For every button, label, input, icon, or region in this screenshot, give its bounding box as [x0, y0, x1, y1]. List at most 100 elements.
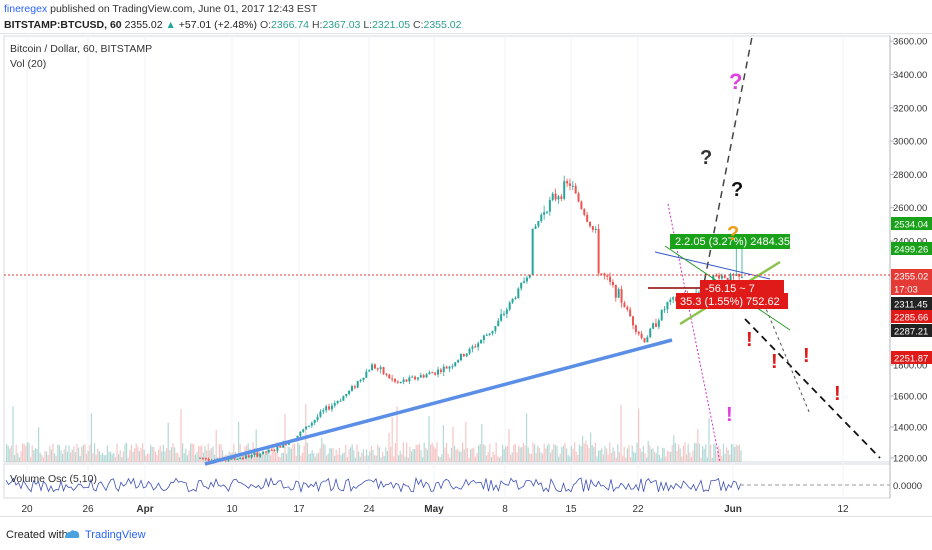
tradingview-link[interactable]: TradingView [85, 529, 146, 541]
candle-body [488, 333, 491, 335]
candle-body [282, 442, 285, 448]
chart-header: fineregex published on TradingView.com, … [0, 0, 932, 34]
volume-bar [52, 443, 54, 462]
volume-bar [294, 443, 296, 462]
volume-bar [641, 451, 643, 462]
candle-body [356, 381, 359, 388]
candle-body [459, 353, 462, 361]
volume-bar [58, 445, 60, 462]
volume-bar [673, 435, 675, 462]
volume-bar [212, 446, 214, 462]
volume-bar [558, 456, 560, 462]
candle-body [270, 449, 273, 451]
candle-body [396, 381, 399, 383]
volume-bar [633, 451, 635, 462]
volume-bar [457, 448, 459, 462]
volume-bar [614, 451, 616, 462]
exclamation-mark-magenta: ! [726, 404, 733, 426]
price-label-box [891, 242, 932, 255]
volume-bar [79, 456, 81, 462]
volume-bar [369, 451, 371, 462]
volume-bar [450, 447, 452, 462]
volume-bar [116, 443, 118, 462]
volume-bar [308, 454, 310, 462]
volume-bar [130, 444, 132, 462]
bull-dashed-line[interactable] [699, 36, 753, 305]
volume-bar [487, 451, 489, 462]
volume-bar [439, 457, 441, 462]
volume-bar [49, 445, 51, 462]
volume-bar [489, 443, 491, 462]
volume-bar [161, 451, 163, 462]
author-link[interactable]: fineregex [4, 3, 48, 15]
candle-body [531, 228, 534, 275]
candle-body [617, 289, 620, 298]
tradingview-logo-icon [65, 530, 80, 538]
candle-body [434, 372, 437, 375]
volume-bar [570, 445, 572, 462]
volume-bar [622, 455, 624, 462]
volume-bar [607, 454, 609, 462]
volume-bar [398, 455, 400, 462]
volume-bar [194, 454, 196, 462]
volume-bar [89, 444, 91, 462]
volume-bar [287, 446, 289, 462]
volume-bar [462, 442, 464, 462]
volume-bar [102, 452, 104, 462]
volume-bar [585, 440, 587, 462]
volume-bar [41, 454, 43, 462]
trend-line[interactable] [204, 338, 673, 466]
candle-body [634, 325, 637, 332]
candle-body [307, 425, 310, 427]
candle-body [233, 457, 236, 459]
volume-bar [649, 445, 651, 462]
short-position-box-top[interactable] [700, 280, 784, 296]
volume-bar [295, 455, 297, 462]
chart-area[interactable]: 2.2.05 (3.27%) 2484.35 -56.15 ~ 7 35.3 (… [0, 3, 932, 516]
candle-body [720, 275, 723, 279]
short-position-box-bottom[interactable] [676, 293, 788, 309]
candle-body [267, 449, 270, 453]
price-chart[interactable]: 2.2.05 (3.27%) 2484.35 -56.15 ~ 7 35.3 (… [0, 3, 932, 516]
price-label: 17:03 [894, 285, 918, 296]
volume-bar [465, 422, 467, 462]
volume-bar [734, 446, 736, 462]
volume-bar [668, 451, 670, 462]
volume-bar [554, 445, 556, 462]
candle-body [471, 346, 474, 349]
volume-bar [566, 448, 568, 462]
bear-dashed-line[interactable] [744, 318, 881, 459]
candle-body [302, 429, 305, 432]
volume-bar [567, 455, 569, 462]
volume-bar [356, 444, 358, 462]
volume-bar [604, 446, 606, 462]
high-label: H: [311, 19, 323, 31]
volume-bar [479, 444, 481, 462]
volume-bar [628, 445, 630, 462]
price-label-box [891, 269, 932, 282]
volume-bar [188, 450, 190, 462]
x-tick-label: Jun [724, 504, 742, 515]
volume-bar [279, 457, 281, 462]
published-text: published on TradingView.com, June 01, 2… [47, 3, 318, 15]
long-position-box[interactable] [670, 234, 790, 249]
volume-bar [164, 451, 166, 462]
volume-bar [182, 443, 184, 462]
volume-bar [700, 457, 702, 462]
volume-bar [95, 454, 97, 462]
volume-bar [190, 443, 192, 462]
volume-bar [118, 454, 120, 462]
price-axis[interactable] [890, 36, 932, 498]
volume-bar [383, 455, 385, 462]
candle-body [672, 297, 675, 300]
volume-bar [351, 444, 353, 462]
volume-bar [601, 448, 603, 462]
candle-body [319, 411, 322, 417]
volume-bar [414, 449, 416, 462]
volume-bar [446, 442, 448, 462]
volume-bar [718, 445, 720, 462]
volume-bar [574, 442, 576, 462]
oscillator-pane[interactable] [3, 463, 891, 499]
volume-bar [534, 444, 536, 462]
volume-bar [690, 456, 692, 462]
